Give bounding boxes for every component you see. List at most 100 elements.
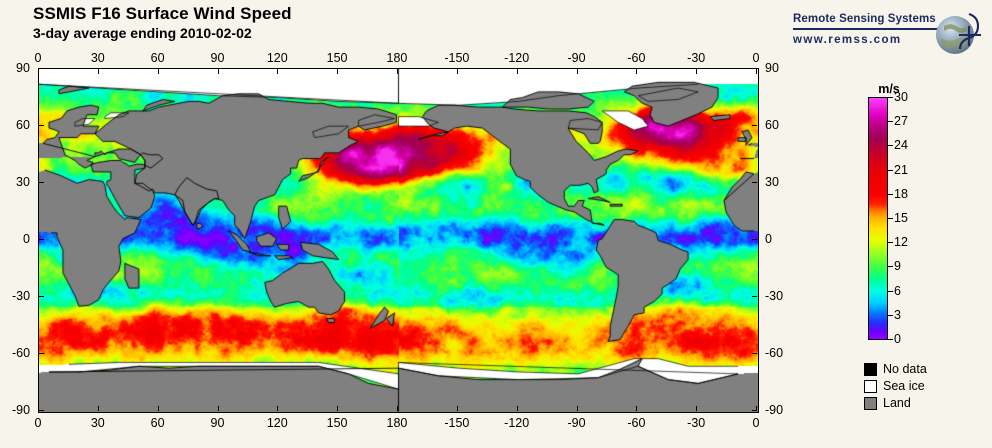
axis-tick-y [752,353,757,354]
axis-tick-y [39,239,44,240]
globe-icon [936,13,981,54]
axis-label-lon: -60 [627,51,646,65]
axis-label-lat: 30 [765,175,779,189]
axis-label-lon: -30 [687,416,706,430]
axis-tick-y [39,296,44,297]
axis-tick-x [696,69,698,74]
axis-label-lon: 30 [90,51,105,65]
axis-tick-x [576,406,578,411]
axis-label-lat: 0 [23,232,30,246]
axis-tick-x [756,406,757,411]
colorbar-tick [888,121,893,123]
title-block: SSMIS F16 Surface Wind Speed 3-day avera… [33,4,292,42]
axis-tick-x [576,69,578,74]
colorbar-tick-label: 0 [894,332,901,346]
legend-item: Land [864,395,927,411]
axis-label-lon: 60 [150,51,165,65]
axis-label-lon: 0 [752,416,760,430]
axis-tick-x [217,69,219,74]
axis-tick-x [38,406,39,411]
wind-speed-raster [39,69,758,412]
legend-label: Sea ice [883,379,925,393]
axis-tick-y [752,296,757,297]
axis-tick-x [456,406,458,411]
axis-label-lon: -90 [567,51,586,65]
colorbar-tick-label: 18 [894,186,908,201]
axis-label-lat: 30 [16,175,30,189]
axis-label-lat: 60 [16,118,30,132]
legend-swatch [864,396,877,410]
axis-label-lon: 120 [266,416,288,430]
legend-label: No data [883,362,927,376]
axis-tick-x [516,406,518,411]
axis-label-lon: -150 [444,416,470,430]
remss-company-name: Remote Sensing Systems [793,13,936,25]
axis-tick-y [39,353,44,354]
wind-speed-map[interactable] [38,68,759,413]
axis-tick-x [397,69,398,74]
axis-label-lon: -150 [444,51,470,65]
colorbar-tick-label: 21 [894,162,908,177]
axis-label-lon: 0 [752,51,760,65]
legend-swatch [864,379,877,393]
axis-tick-x [97,69,99,74]
axis-tick-x [397,406,398,411]
axis-label-lon: 180 [386,51,408,65]
axis-tick-x [157,69,159,74]
axis-tick-y [39,125,44,126]
colorbar-tick-label: 12 [894,235,908,250]
colorbar-tick [888,169,893,171]
axis-tick-x [337,406,339,411]
axis-tick-y [39,410,44,411]
axis-label-lat: 90 [16,61,30,75]
axis-label-lon: 120 [266,51,288,65]
mask-legend: No data Sea ice Land [864,361,927,412]
colorbar-tick [888,266,893,268]
axis-tick-x [756,69,757,74]
remss-logo-text: Remote Sensing Systems www.remss.com [793,12,945,47]
colorbar-tick [888,314,893,316]
axis-label-lat: 90 [765,61,779,75]
axis-label-lon: -120 [504,51,530,65]
axis-tick-y [39,68,44,69]
colorbar-tick [888,290,893,292]
colorbar-tick [888,339,893,340]
axis-label-lat: -30 [765,289,784,303]
axis-tick-x [456,69,458,74]
axis-tick-y [752,239,757,240]
axis-tick-x [97,406,99,411]
axis-label-lat: 0 [765,232,772,246]
colorbar-units-label: m/s [878,82,900,96]
axis-tick-x [516,69,518,74]
axis-label-lon: -90 [567,416,586,430]
legend-swatch [864,362,877,376]
colorbar-tick-label: 9 [894,259,901,274]
axis-label-lon: 90 [210,51,225,65]
axis-label-lon: 30 [90,416,105,430]
axis-tick-y [752,68,757,69]
remss-logo-rule [793,28,945,30]
axis-tick-x [696,406,698,411]
axis-label-lon: 180 [386,416,408,430]
axis-label-lon: 90 [210,416,225,430]
axis-label-lat: -60 [12,346,31,360]
colorbar-gradient [868,97,888,340]
axis-tick-y [39,182,44,183]
page-subtitle: 3-day average ending 2010-02-02 [33,25,252,41]
axis-tick-x [157,406,159,411]
legend-item: Sea ice [864,378,927,394]
remss-website-url: www.remss.com [793,33,902,46]
axis-label-lon: -60 [627,416,646,430]
axis-tick-x [636,406,638,411]
axis-tick-y [752,182,757,183]
axis-tick-x [277,406,279,411]
colorbar-tick-label: 30 [894,90,908,104]
axis-label-lat: -90 [12,403,31,417]
axis-label-lon: 150 [326,51,348,65]
colorbar-tick [888,242,893,244]
colorbar-tick-label: 3 [894,307,901,322]
colorbar-tick [888,193,893,195]
axis-tick-x [217,406,219,411]
axis-label-lon: 0 [34,416,42,430]
legend-item: No data [864,361,927,377]
